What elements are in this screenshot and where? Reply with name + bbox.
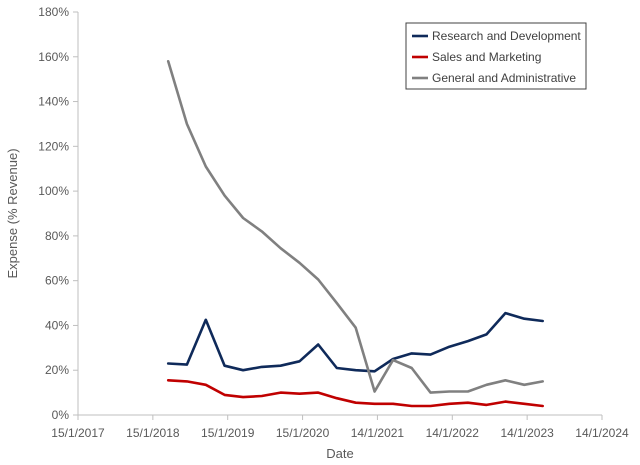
series-line-2 — [166, 378, 545, 408]
y-axis-title: Expense (% Revenue) — [5, 148, 20, 278]
series-layer — [166, 59, 545, 408]
x-tick-label: 14/1/2022 — [426, 426, 480, 440]
legend-label: Research and Development — [432, 29, 581, 43]
y-tick-label: 180% — [38, 5, 69, 19]
legend: Research and Development Sales and Market… — [405, 22, 587, 90]
y-tick-label: 40% — [45, 318, 69, 332]
x-tick-label: 15/1/2019 — [201, 426, 255, 440]
legend-label: General and Administrative — [432, 71, 576, 85]
y-tick-label: 0% — [52, 408, 70, 422]
series-line-1 — [166, 311, 545, 373]
x-tick-label: 14/1/2023 — [500, 426, 554, 440]
y-tick-label: 80% — [45, 229, 69, 243]
y-tick-label: 160% — [38, 50, 69, 64]
x-tick-label: 15/1/2017 — [51, 426, 105, 440]
y-tick-label: 100% — [38, 184, 69, 198]
y-tick-label: 120% — [38, 139, 69, 153]
legend-label: Sales and Marketing — [432, 50, 541, 64]
x-tick-label: 14/1/2021 — [351, 426, 405, 440]
y-tick-label: 60% — [45, 274, 69, 288]
legend-box — [405, 22, 587, 90]
x-tick-label: 15/1/2018 — [126, 426, 180, 440]
axes: 0% 20% 40% 60% 80% 100% 120% 140% 160% 180% 15/1/2… — [38, 5, 629, 440]
x-tick-label: 14/1/2024 — [575, 426, 629, 440]
x-axis-title: Date — [326, 446, 353, 461]
y-tick-label: 20% — [45, 363, 69, 377]
series-line-3 — [166, 59, 545, 394]
y-tick-label: 140% — [38, 95, 69, 109]
x-tick-label: 15/1/2020 — [276, 426, 330, 440]
